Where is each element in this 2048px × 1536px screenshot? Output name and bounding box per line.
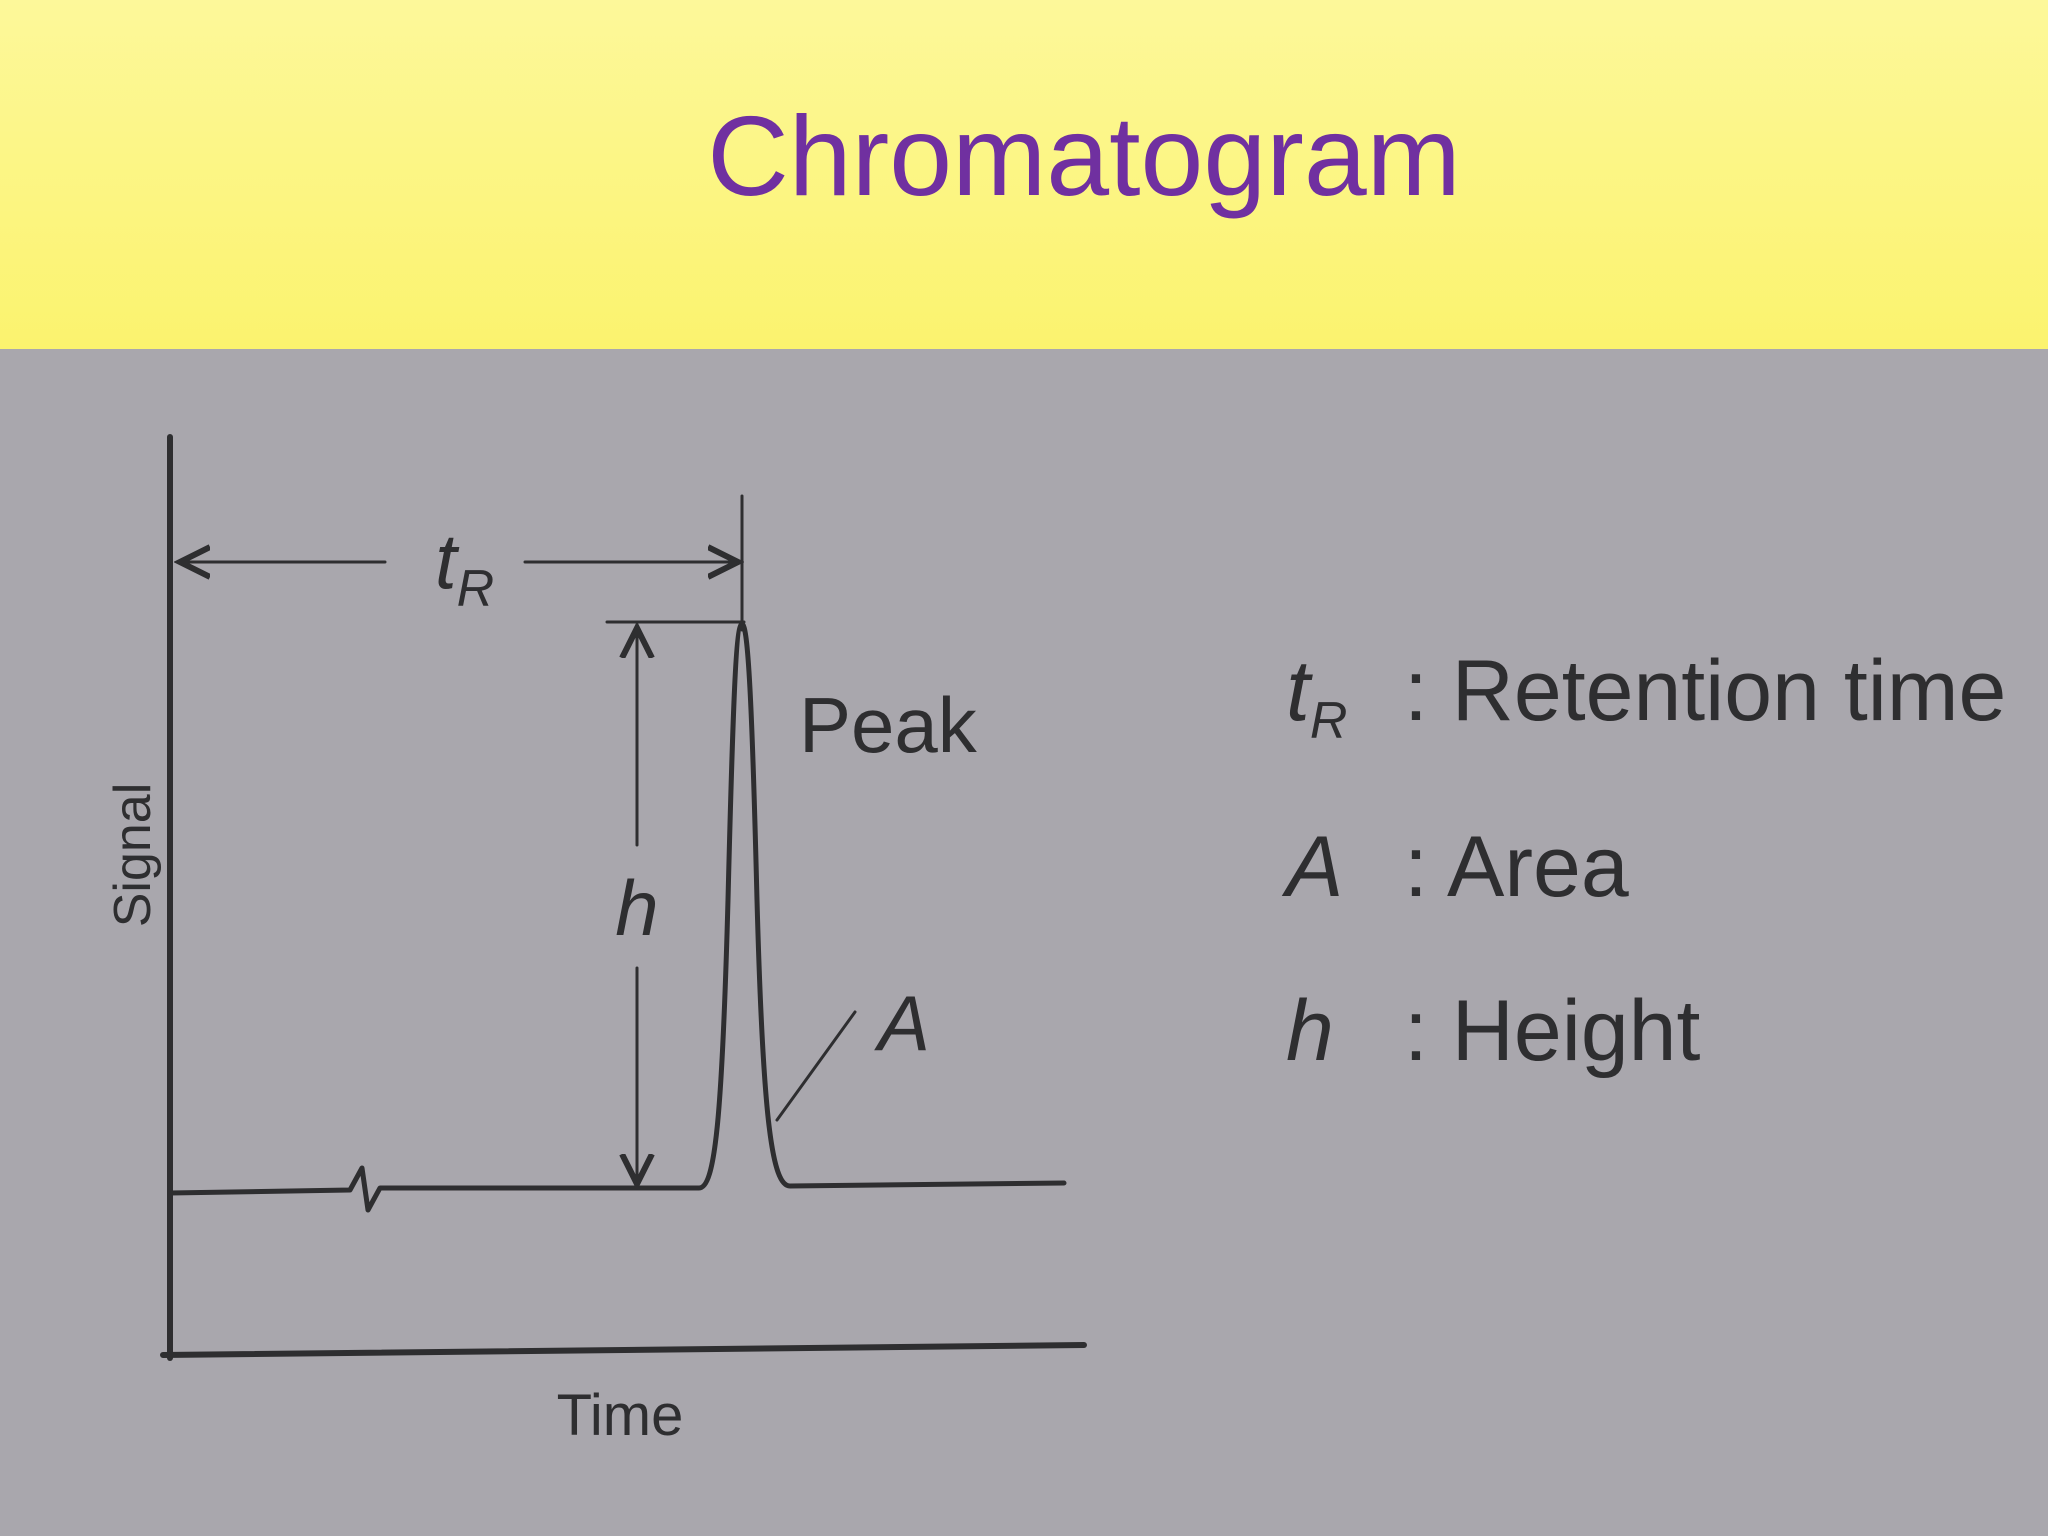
legend-text: : Height [1404, 983, 1700, 1079]
legend-text: : Area [1404, 819, 1629, 915]
retention-subscript: R [457, 560, 495, 618]
header-band [0, 0, 2048, 349]
legend-text: : Retention time [1404, 643, 2006, 739]
retention-marker: tR [435, 517, 494, 618]
legend-symbol: tR [1286, 643, 1347, 750]
height-label: h [615, 864, 658, 952]
diagram-lines [160, 434, 1087, 1361]
x-axis [160, 1342, 1087, 1358]
area-label: A [874, 979, 930, 1067]
content-band [0, 349, 2048, 1536]
legend: tR : Retention time A : Area h : Height [1281, 643, 2006, 1079]
legend-symbol-subscript: R [1310, 692, 1348, 750]
legend-symbol: A [1281, 819, 1343, 915]
y-axis-label: Signal [104, 783, 162, 928]
area-pointer [775, 1010, 857, 1122]
legend-symbol-main: t [1286, 643, 1313, 739]
retention-symbol: t [435, 517, 460, 605]
x-axis-label: Time [557, 1383, 684, 1448]
slide-title: Chromatogram [707, 93, 1461, 219]
peak-label: Peak [799, 681, 978, 769]
legend-symbol: h [1286, 983, 1334, 1079]
